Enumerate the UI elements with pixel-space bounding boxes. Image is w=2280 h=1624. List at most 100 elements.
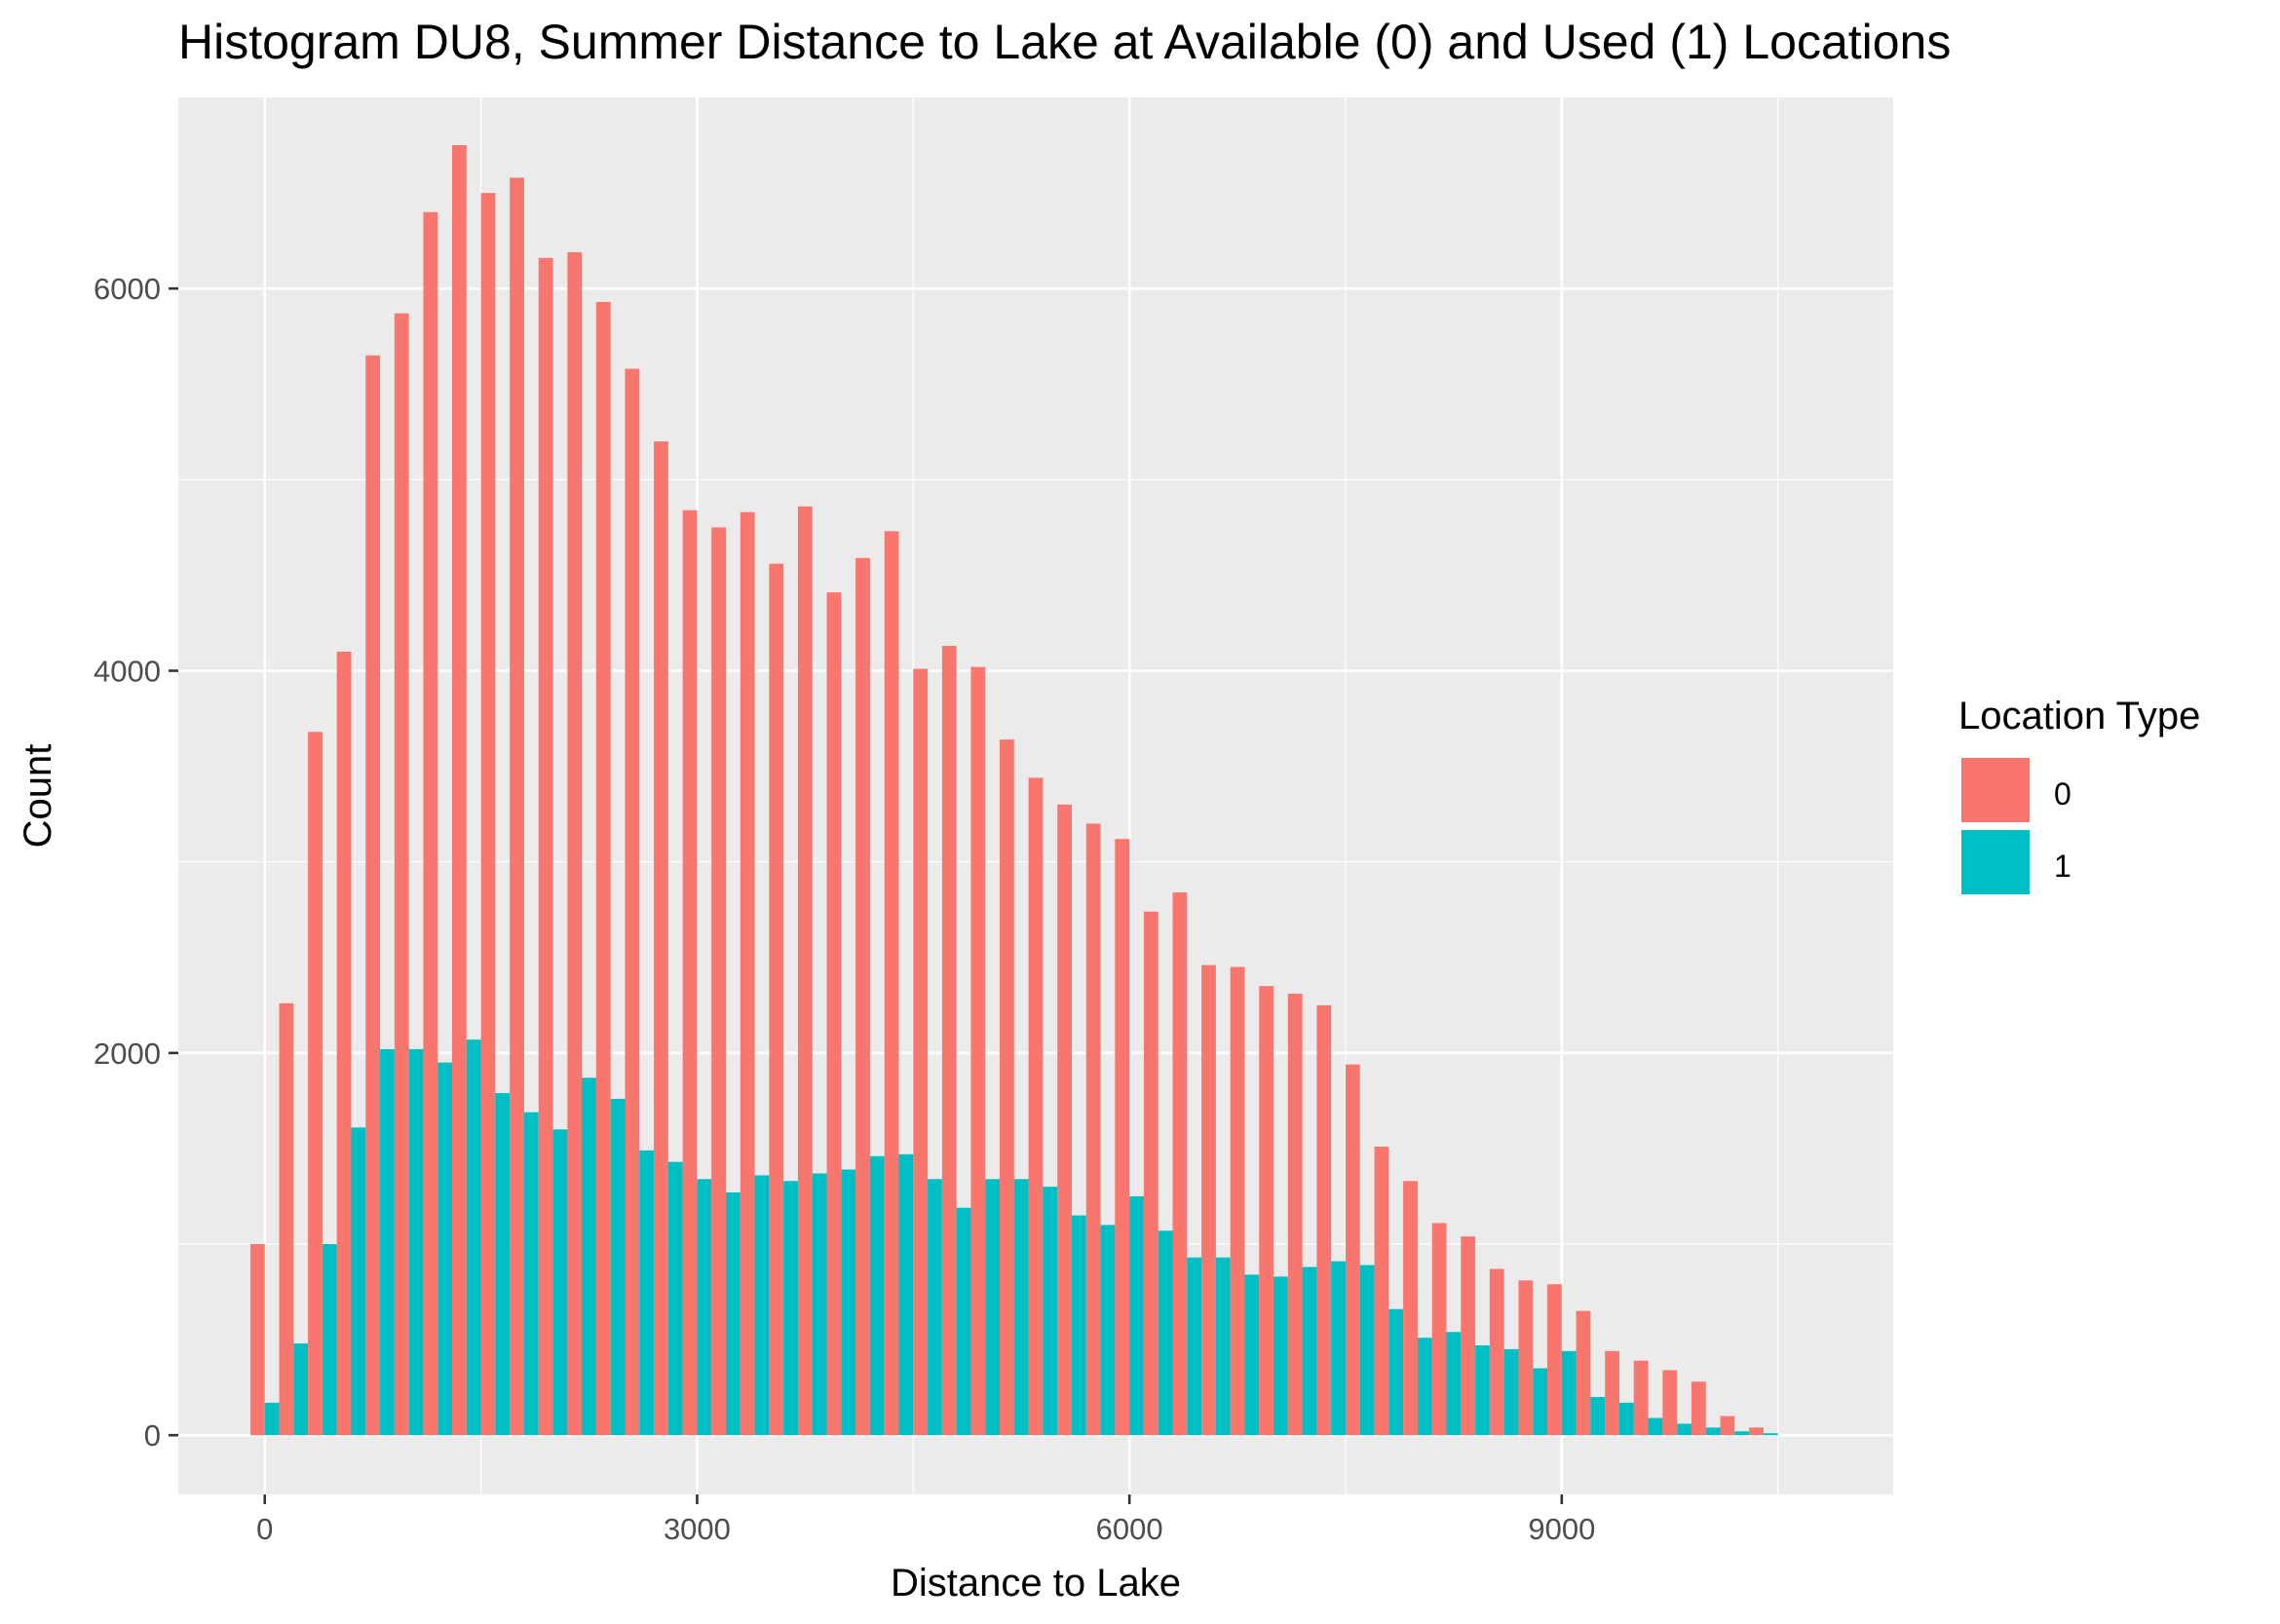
bar-type-0 (855, 557, 870, 1436)
bar-type-0 (1287, 994, 1303, 1436)
bar-type-0 (797, 506, 813, 1436)
bar-type-0 (1633, 1360, 1649, 1436)
bar-type-1 (898, 1153, 914, 1436)
bar-type-1 (293, 1343, 309, 1436)
bar-type-1 (351, 1127, 366, 1436)
bar-type-0 (1662, 1370, 1678, 1436)
x-axis-label: Distance to Lake (891, 1562, 1181, 1605)
legend-swatch-1 (1961, 830, 2030, 894)
bar-type-0 (510, 177, 524, 1436)
bar-type-0 (1230, 966, 1245, 1436)
bar-type-0 (913, 668, 929, 1436)
bar-type-1 (1158, 1230, 1173, 1436)
bar-type-0 (423, 211, 438, 1436)
bar-type-0 (279, 1002, 294, 1436)
bar-type-0 (365, 355, 381, 1436)
x-axis: 0 3000 6000 9000 (256, 1494, 1595, 1546)
bars (249, 145, 1778, 1436)
bar-type-0 (769, 563, 784, 1436)
bar-type-1 (956, 1207, 971, 1436)
y-tick-label: 4000 (94, 655, 161, 689)
legend-title: Location Type (1958, 695, 2200, 737)
bar-type-0 (538, 257, 553, 1436)
bar-type-0 (1461, 1236, 1476, 1436)
bar-type-1 (697, 1179, 712, 1436)
bar-type-0 (1576, 1310, 1591, 1436)
bar-type-0 (1605, 1350, 1619, 1436)
bar-type-0 (1028, 777, 1044, 1436)
bar-type-1 (1331, 1261, 1346, 1436)
bar-type-1 (1187, 1257, 1202, 1436)
bar-type-1 (812, 1173, 827, 1436)
bar-type-0 (826, 592, 842, 1436)
bar-type-1 (582, 1077, 596, 1436)
bar-type-1 (1734, 1431, 1750, 1436)
bar-type-0 (336, 651, 352, 1436)
bar-type-0 (1143, 911, 1159, 1436)
bar-type-0 (941, 646, 957, 1436)
bar-type-1 (1359, 1265, 1375, 1436)
bar-type-0 (1316, 1004, 1332, 1436)
bar-type-1 (466, 1039, 481, 1436)
bar-type-0 (1000, 739, 1014, 1436)
bar-type-1 (754, 1175, 770, 1436)
x-tick-label: 6000 (1096, 1512, 1163, 1546)
bar-type-1 (1013, 1179, 1029, 1436)
bar-type-0 (1057, 804, 1072, 1436)
bar-type-0 (1345, 1064, 1360, 1436)
bar-type-1 (408, 1048, 424, 1436)
legend-label-1: 1 (2054, 849, 2071, 884)
bar-type-1 (610, 1098, 626, 1436)
bar-type-1 (1071, 1215, 1086, 1436)
bar-type-0 (1547, 1284, 1562, 1436)
bar-type-0 (1115, 839, 1130, 1436)
bar-type-0 (711, 527, 727, 1436)
bar-type-1 (322, 1244, 337, 1436)
bar-type-1 (841, 1169, 856, 1436)
bar-type-0 (1172, 892, 1188, 1436)
bar-type-1 (1043, 1187, 1058, 1436)
bar-type-0 (1403, 1181, 1418, 1436)
bar-type-1 (1215, 1257, 1231, 1436)
bar-type-1 (1677, 1423, 1691, 1436)
bar-type-0 (1259, 986, 1274, 1436)
bar-type-0 (625, 368, 640, 1436)
legend: Location Type 0 1 (1958, 695, 2200, 894)
bar-type-1 (1129, 1195, 1144, 1436)
y-tick-label: 6000 (94, 272, 161, 306)
y-axis-label: Count (17, 744, 59, 849)
bar-type-1 (1503, 1348, 1519, 1436)
bar-type-1 (1100, 1225, 1116, 1436)
x-tick-label: 9000 (1528, 1512, 1595, 1546)
bar-type-0 (1691, 1381, 1706, 1436)
bar-type-1 (667, 1161, 683, 1436)
bar-type-1 (985, 1179, 1001, 1436)
bar-type-0 (1085, 823, 1101, 1436)
bar-type-1 (783, 1181, 798, 1436)
bar-type-0 (1374, 1146, 1389, 1436)
bar-type-1 (1446, 1332, 1462, 1436)
bar-type-0 (1201, 964, 1216, 1436)
legend-label-0: 0 (2054, 776, 2071, 812)
bar-type-1 (1705, 1427, 1721, 1436)
bar-type-1 (1618, 1402, 1634, 1436)
bar-type-0 (740, 511, 755, 1436)
bar-type-1 (1561, 1350, 1577, 1436)
bar-type-1 (495, 1093, 511, 1436)
bar-type-1 (1244, 1274, 1260, 1436)
bar-type-1 (1763, 1433, 1778, 1436)
bar-type-0 (394, 313, 409, 1436)
bar-type-1 (1533, 1368, 1548, 1436)
bar-type-1 (639, 1150, 655, 1436)
y-tick-label: 2000 (94, 1037, 161, 1071)
bar-type-0 (1431, 1223, 1447, 1436)
bar-type-1 (1388, 1308, 1404, 1436)
bar-type-0 (1518, 1280, 1534, 1436)
bar-type-0 (970, 666, 986, 1436)
legend-entry-0: 0 (1961, 758, 2071, 822)
x-tick-label: 0 (256, 1512, 273, 1546)
bar-type-0 (1720, 1416, 1735, 1436)
y-tick-label: 0 (144, 1418, 161, 1453)
bar-type-0 (884, 531, 899, 1436)
